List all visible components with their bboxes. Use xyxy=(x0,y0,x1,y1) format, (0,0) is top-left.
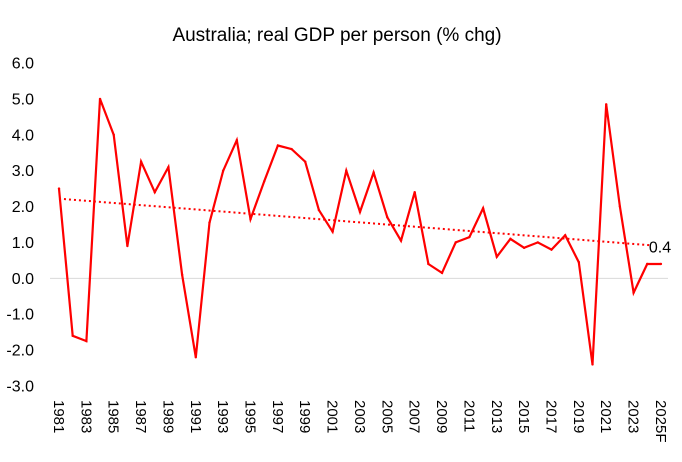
x-tick-label: 1983 xyxy=(77,400,94,433)
data-point-2011 xyxy=(468,235,471,239)
data-point-2025F xyxy=(659,262,663,266)
data-point-1992 xyxy=(208,221,211,224)
y-tick-label: -1.0 xyxy=(6,307,34,324)
x-tick-label: 2025F xyxy=(652,400,669,443)
data-point-1986 xyxy=(126,244,129,248)
y-tick-label: -3.0 xyxy=(6,379,34,396)
data-point-2014 xyxy=(509,237,512,241)
x-tick-label: 2021 xyxy=(597,400,614,433)
data-point-1991 xyxy=(194,356,197,359)
data-point-2005 xyxy=(386,216,389,219)
x-tick-label: 1995 xyxy=(242,400,259,433)
x-tick-label: 2019 xyxy=(570,400,587,433)
trend-end-label: 0.4 xyxy=(649,239,671,256)
y-tick-label: 2.0 xyxy=(12,199,34,216)
data-point-2008 xyxy=(427,262,430,266)
x-tick-label: 2001 xyxy=(324,400,341,433)
y-tick-label: 5.0 xyxy=(12,91,34,108)
data-point-2022 xyxy=(618,205,622,208)
data-point-2010 xyxy=(454,241,457,244)
data-point-2006 xyxy=(399,239,403,242)
x-tick-label: 2005 xyxy=(378,400,395,433)
x-tick-label: 2015 xyxy=(515,400,532,433)
x-tick-label: 1985 xyxy=(105,400,122,433)
x-tick-label: 1991 xyxy=(187,400,204,433)
y-tick-label: 3.0 xyxy=(12,163,34,180)
data-point-2023 xyxy=(632,291,635,294)
data-point-2001 xyxy=(331,230,334,233)
y-tick-label: 1.0 xyxy=(12,235,34,252)
data-point-1983 xyxy=(85,339,88,343)
data-point-1981 xyxy=(57,187,61,190)
x-tick-label: 1993 xyxy=(214,400,231,433)
data-point-2019 xyxy=(577,260,581,264)
data-point-1987 xyxy=(139,160,143,163)
data-point-1996 xyxy=(263,180,266,183)
x-tick-label: 1997 xyxy=(269,400,286,433)
data-point-2015 xyxy=(522,246,526,250)
data-point-2018 xyxy=(563,234,567,237)
x-tick-label: 1987 xyxy=(132,400,149,433)
y-tick-label: 6.0 xyxy=(12,56,34,73)
data-point-2002 xyxy=(345,169,348,172)
data-point-2024 xyxy=(646,262,649,266)
data-point-1995 xyxy=(249,217,252,221)
x-tick-label: 2011 xyxy=(460,400,477,432)
y-tick-label: -2.0 xyxy=(6,343,34,360)
data-point-2012 xyxy=(481,207,485,210)
data-point-2000 xyxy=(317,208,321,212)
data-point-1984 xyxy=(98,97,102,101)
data-point-2021 xyxy=(605,103,608,106)
y-axis-ticks: 6.0 5.0 4.0 3.0 2.0 1.0 0.0 -1.0 -2.0 -3.0 xyxy=(6,56,34,396)
x-tick-label: 1989 xyxy=(159,400,176,433)
data-point-2016 xyxy=(536,241,539,244)
x-tick-label: 2013 xyxy=(488,400,505,433)
data-point-2003 xyxy=(358,210,362,214)
x-tick-label: 2007 xyxy=(406,400,423,433)
data-point-1989 xyxy=(167,165,170,169)
x-tick-label: 2009 xyxy=(433,400,450,433)
x-tick-label: 1981 xyxy=(50,400,67,433)
data-point-1998 xyxy=(290,147,293,151)
data-point-1982 xyxy=(71,334,74,337)
data-point-1999 xyxy=(304,160,307,163)
data-point-1994 xyxy=(235,138,239,142)
series-points xyxy=(57,97,663,366)
y-tick-label: 0.0 xyxy=(12,271,34,288)
x-tick-label: 2023 xyxy=(625,400,642,433)
x-tick-label: 2017 xyxy=(542,400,559,433)
data-point-2007 xyxy=(413,191,416,194)
data-point-1993 xyxy=(221,169,225,172)
data-point-1990 xyxy=(180,273,184,276)
x-tick-label: 1999 xyxy=(296,400,313,433)
data-point-2020 xyxy=(591,363,594,366)
x-tick-label: 2003 xyxy=(351,400,368,433)
data-point-2017 xyxy=(550,248,553,251)
trend-line xyxy=(58,197,651,247)
data-point-2013 xyxy=(495,255,498,258)
data-point-2004 xyxy=(372,171,375,174)
y-tick-label: 4.0 xyxy=(12,127,34,144)
x-axis-ticks: 1981 1983 1985 1987 1989 1991 1993 1995 1997 1999… xyxy=(50,400,669,443)
data-point-1997 xyxy=(276,144,280,147)
data-point-1988 xyxy=(153,191,156,194)
data-point-2009 xyxy=(440,271,444,275)
data-point-1985 xyxy=(112,133,115,136)
chart-title: Australia; real GDP per person (% chg) xyxy=(172,25,501,46)
series-line-gdp xyxy=(57,98,661,365)
